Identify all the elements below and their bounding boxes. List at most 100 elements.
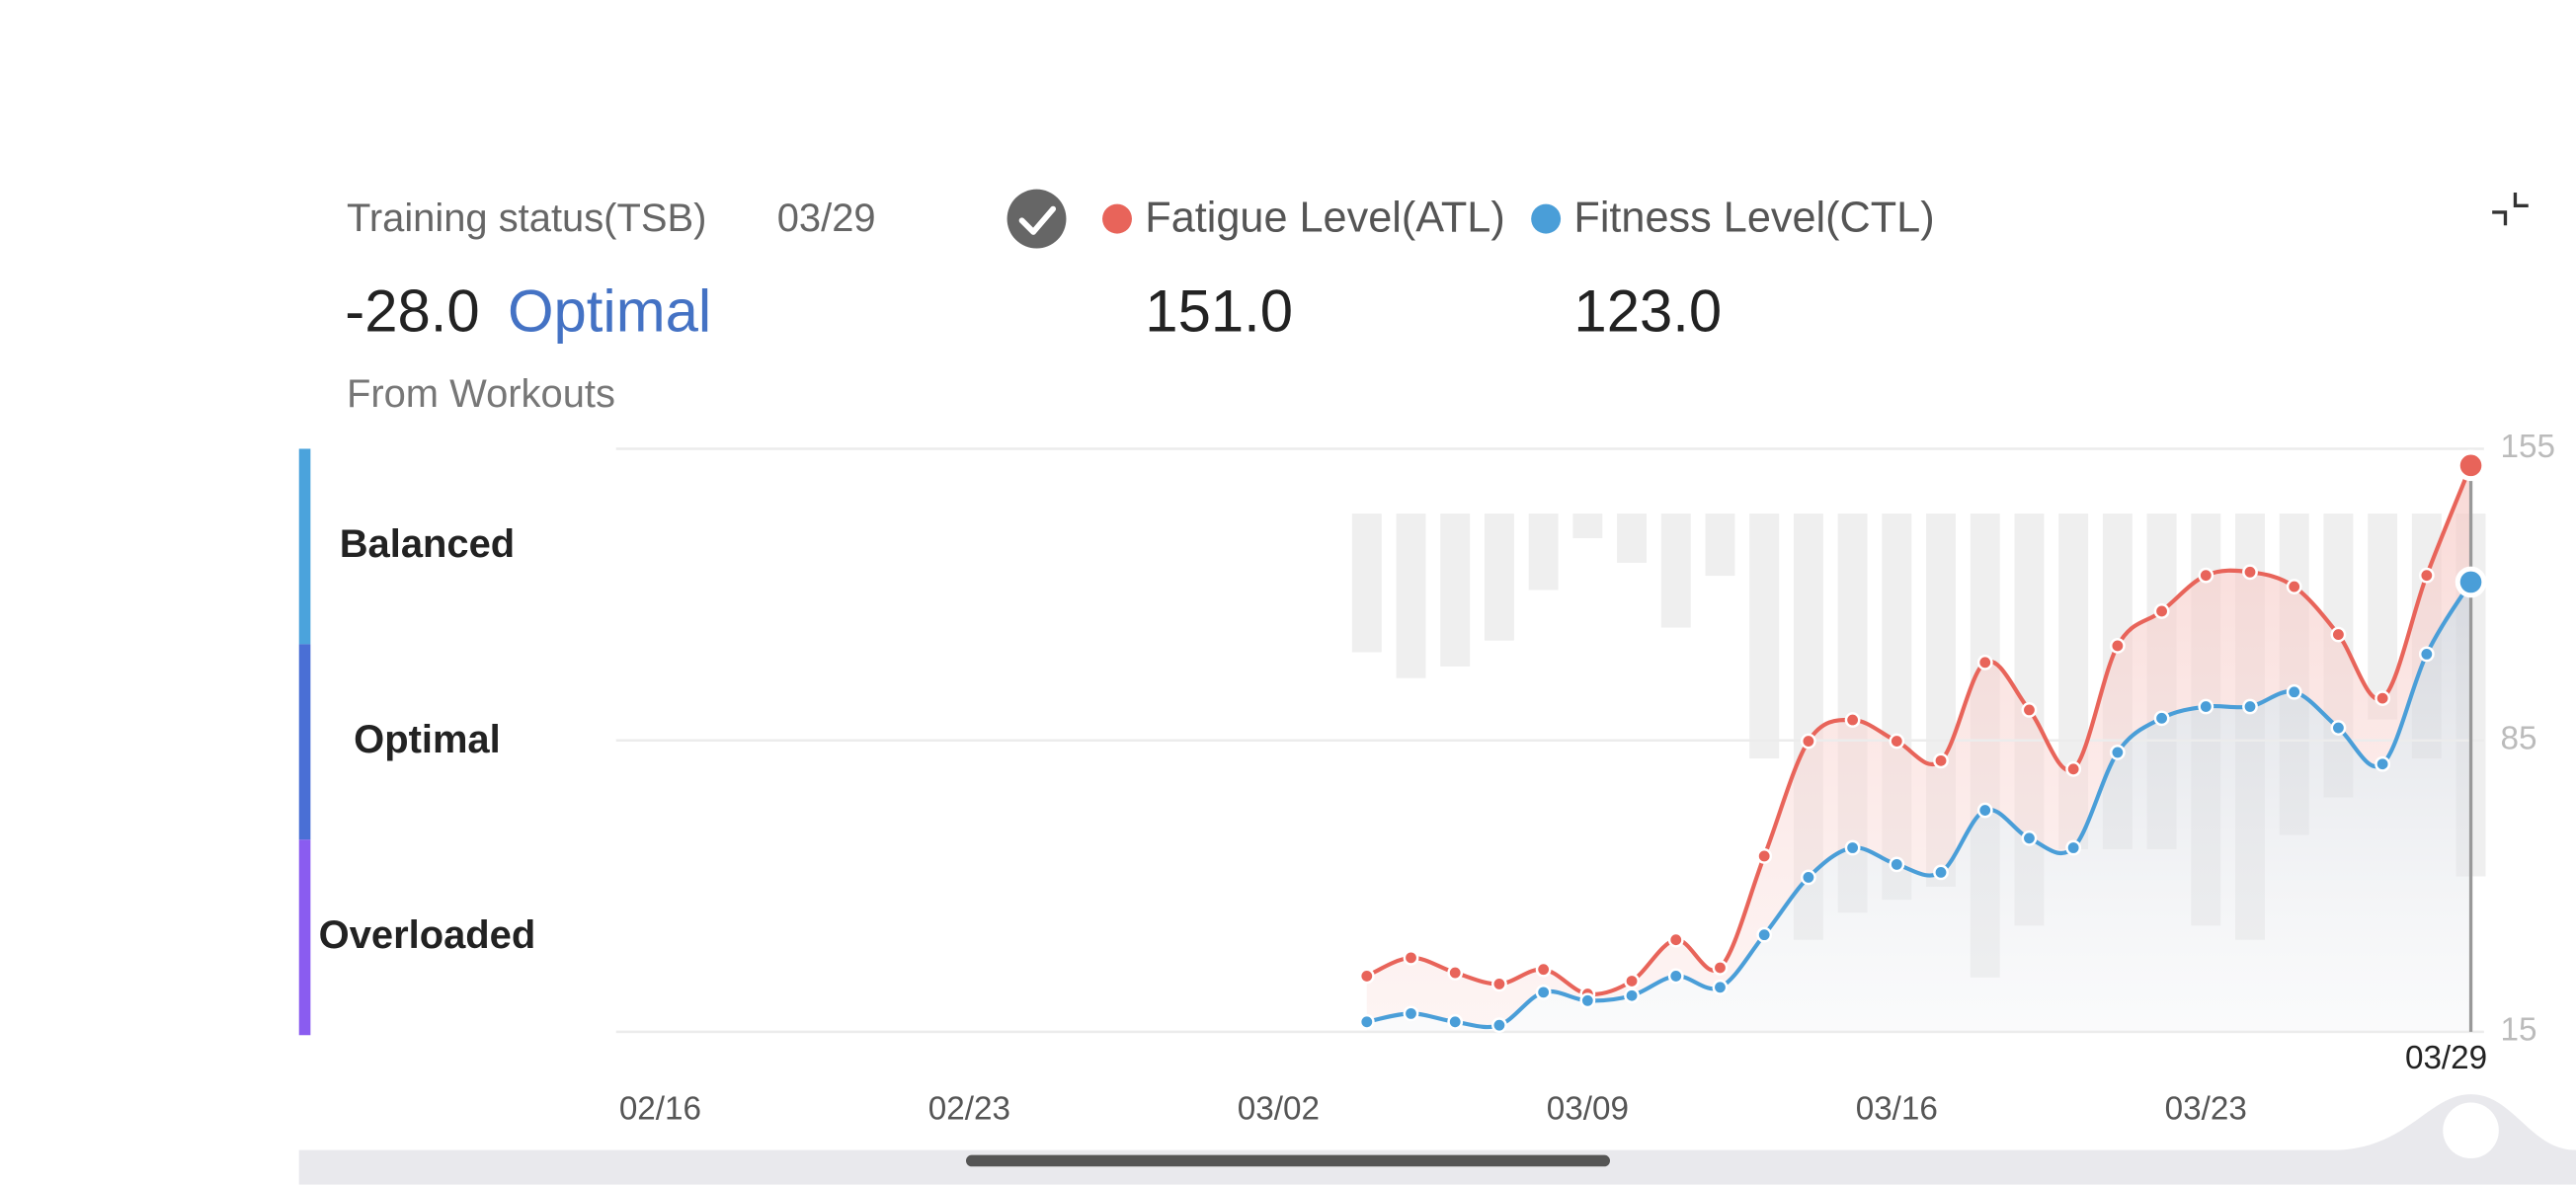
legend-dot bbox=[1531, 203, 1562, 234]
series-point bbox=[2286, 579, 2302, 594]
series-point bbox=[1712, 979, 1729, 995]
collapse-glyph[interactable] bbox=[2492, 192, 2529, 226]
series-point bbox=[1358, 968, 1375, 985]
tsb-bar bbox=[1705, 514, 1735, 577]
series-point bbox=[2455, 566, 2487, 598]
scroll-handle[interactable] bbox=[966, 1154, 1610, 1167]
collapse-icon[interactable] bbox=[2492, 192, 2529, 226]
series-point bbox=[2198, 698, 2214, 715]
zone-label: Overloaded bbox=[319, 913, 536, 957]
legend-label: Fatigue Level(ATL) bbox=[1145, 195, 1504, 242]
series-point bbox=[2418, 646, 2435, 663]
series-point bbox=[1889, 856, 1905, 873]
cursor-label: 03/29 bbox=[2405, 1040, 2487, 1076]
zone-label: Balanced bbox=[340, 522, 515, 566]
series-point bbox=[1403, 949, 1419, 966]
series-point bbox=[1800, 733, 1816, 750]
legend-value: 123.0 bbox=[1573, 278, 1722, 345]
zone-strip bbox=[298, 839, 311, 1036]
series-point bbox=[1800, 869, 1816, 886]
legend-value: 151.0 bbox=[1145, 278, 1293, 345]
series-point bbox=[1403, 1005, 1419, 1022]
y-tick-label: 85 bbox=[2500, 720, 2536, 756]
series-point bbox=[2153, 603, 2170, 619]
zone-strip bbox=[298, 644, 311, 840]
series-point bbox=[2021, 830, 2038, 846]
source: From Workouts bbox=[347, 372, 615, 416]
zone-label: Optimal bbox=[354, 718, 501, 761]
series-point bbox=[1579, 992, 1596, 1009]
x-tick-label: 02/23 bbox=[928, 1091, 1010, 1128]
tsb-bar bbox=[1617, 514, 1648, 563]
series-point bbox=[1933, 752, 1949, 769]
series-point bbox=[2198, 567, 2214, 584]
series-point bbox=[2286, 683, 2302, 700]
series-point bbox=[1358, 1013, 1375, 1030]
tsb-bar bbox=[1351, 514, 1382, 653]
series-point bbox=[1491, 976, 1507, 992]
x-tick-label: 03/02 bbox=[1238, 1091, 1320, 1128]
tsb-bar bbox=[1749, 514, 1780, 759]
gap-area bbox=[1366, 465, 2471, 1028]
series-point bbox=[2375, 755, 2391, 772]
tsb-bar bbox=[1660, 514, 1691, 628]
scroll-knob[interactable] bbox=[2443, 1102, 2499, 1158]
header-date: 03/29 bbox=[777, 197, 876, 240]
series-point bbox=[1889, 733, 1905, 750]
header-title: Training status(TSB) bbox=[347, 197, 706, 240]
series-point bbox=[2330, 626, 2347, 643]
series-point bbox=[2021, 702, 2038, 718]
x-tick-label: 03/09 bbox=[1547, 1091, 1629, 1128]
series-point bbox=[1447, 1013, 1464, 1030]
x-tick-label: 03/23 bbox=[2165, 1091, 2247, 1128]
legend-dot bbox=[1102, 203, 1132, 234]
series-point bbox=[2242, 698, 2258, 715]
x-tick-label: 03/16 bbox=[1856, 1091, 1938, 1128]
lines bbox=[1358, 449, 2487, 1034]
series-point bbox=[1624, 988, 1640, 1004]
series-point bbox=[1844, 839, 1861, 856]
series-point bbox=[2375, 690, 2391, 706]
series-point bbox=[1756, 926, 1773, 943]
series-point bbox=[2153, 710, 2170, 727]
series-point bbox=[1712, 960, 1729, 976]
series-point bbox=[1667, 968, 1684, 985]
series-point bbox=[2418, 567, 2435, 584]
zones: Balanced Optimal Overloaded bbox=[298, 448, 536, 1036]
series-point bbox=[1933, 864, 1949, 881]
tsb-status: Optimal bbox=[508, 278, 711, 345]
y-tick-label: 155 bbox=[2500, 429, 2554, 465]
check-mark[interactable] bbox=[1018, 205, 1057, 235]
under-area bbox=[1366, 582, 2471, 1032]
series-point bbox=[1491, 1017, 1507, 1034]
series-point bbox=[2109, 638, 2126, 654]
tsb-bar bbox=[1484, 514, 1514, 641]
y-tick-label: 15 bbox=[2500, 1012, 2536, 1049]
fills bbox=[1366, 465, 2471, 1032]
series-point bbox=[1976, 802, 1993, 819]
series-point bbox=[2065, 839, 2082, 856]
legend-label: Fitness Level(CTL) bbox=[1573, 195, 1934, 242]
tsb-value: -28.0 bbox=[345, 278, 479, 345]
series-point bbox=[1844, 712, 1861, 728]
scroll-track[interactable] bbox=[298, 1094, 2576, 1185]
series-point bbox=[1624, 973, 1640, 989]
legend: Fatigue Level(ATL) 151.0 Fitness Level(CTL… bbox=[1102, 195, 1935, 345]
check-icon[interactable] bbox=[1006, 189, 1067, 249]
series-point bbox=[1535, 984, 1552, 1000]
series-point bbox=[2242, 564, 2258, 581]
series-point bbox=[1756, 848, 1773, 864]
check-circle[interactable] bbox=[1006, 189, 1067, 249]
grid bbox=[615, 447, 2484, 1034]
zone-strip bbox=[298, 448, 311, 645]
tsb-bar bbox=[1440, 514, 1471, 667]
series-point bbox=[1447, 965, 1464, 981]
series-point bbox=[1667, 931, 1684, 948]
series-point bbox=[2330, 720, 2347, 736]
tsb-bar bbox=[1396, 514, 1426, 678]
series-point bbox=[2455, 449, 2487, 482]
x-tick-label: 02/16 bbox=[619, 1091, 701, 1128]
series-point bbox=[2109, 745, 2126, 760]
